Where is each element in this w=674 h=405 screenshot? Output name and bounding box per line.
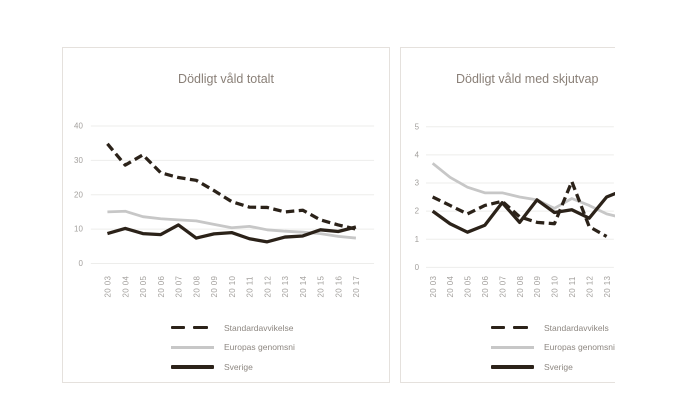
x-tick-label: 20 04 [446, 275, 455, 297]
x-tick-label: 20 06 [157, 275, 166, 297]
legend-line-marker [171, 364, 217, 369]
series-line-2 [106, 223, 357, 244]
x-tick-label: 20 13 [281, 275, 290, 297]
x-tick-label: 20 12 [585, 275, 594, 297]
legend-item: Standardavvikelse [171, 318, 295, 338]
legend-label: Europas genomsni [544, 342, 615, 353]
line-chart-firearms: 5 4 3 2 1 0 20 03 20 04 20 05 20 06 20 07 20 08 20 0… [415, 122, 615, 298]
chart-title-total: Dödligt våld totalt [178, 72, 274, 86]
x-tick-label: 20 10 [551, 275, 560, 297]
y-tick-label: 2 [415, 207, 420, 216]
series-dashed-0 [106, 142, 357, 231]
legend-line-marker [491, 345, 537, 349]
x-tick-label: 20 07 [175, 275, 184, 297]
series-dashed-0 [431, 179, 608, 238]
y-tick-label: 40 [74, 122, 83, 131]
legend-item: Standardavvikels [491, 318, 615, 338]
legend-label: Europas genomsni [224, 342, 295, 353]
legend-dashed-line-marker [491, 326, 537, 330]
y-tick-label: 5 [415, 122, 420, 131]
x-tick-label: 20 06 [481, 275, 490, 297]
y-tick-label: 1 [415, 235, 420, 244]
chart-panel-total: Dödligt våld totalt 40 30 20 10 0 20 03 20 04 2… [62, 47, 390, 383]
legend-line-marker [491, 364, 537, 369]
x-tick-label: 20 05 [464, 275, 473, 297]
legend-label: Standardavvikels [544, 322, 609, 333]
x-tick-label: 20 03 [429, 275, 438, 297]
x-tick-label: 20 17 [352, 275, 361, 297]
x-tick-label: 20 03 [104, 275, 113, 297]
legend-item: Sverige [491, 357, 615, 377]
x-tick-label: 20 07 [498, 275, 507, 297]
x-tick-label: 20 12 [263, 275, 272, 297]
x-tick-label: 20 11 [246, 276, 255, 297]
x-tick-label: 20 16 [334, 275, 343, 297]
y-tick-label: 10 [74, 225, 83, 234]
x-tick-label: 20 10 [228, 275, 237, 297]
y-tick-label: 0 [415, 263, 420, 272]
legend-total: Standardavvikelse Europas genomsni Sverige [171, 318, 295, 377]
legend-label: Sverige [544, 361, 573, 372]
y-tick-label: 3 [415, 179, 420, 188]
x-tick-label: 20 13 [603, 275, 612, 297]
legend-label: Standardavvikelse [224, 322, 294, 333]
series-line-2 [431, 191, 615, 234]
chart-panel-firearms: Dödligt våld med skjutvap 5 4 3 2 1 0 20 03 20 … [400, 47, 615, 383]
y-tick-label: 4 [415, 150, 420, 159]
x-tick-label: 20 09 [210, 275, 219, 297]
legend-item: Sverige [171, 357, 295, 377]
x-tick-label: 20 15 [317, 275, 326, 297]
legend-label: Sverige [224, 361, 253, 372]
legend-item: Europas genomsni [171, 338, 295, 358]
x-tick-label: 20 11 [568, 276, 577, 297]
line-chart-total: 40 30 20 10 0 20 03 20 04 20 05 20 06 20 07 20 08 2… [74, 122, 375, 297]
series-line-1 [431, 162, 615, 218]
y-tick-label: 0 [78, 259, 83, 268]
legend-line-marker [171, 345, 217, 349]
x-tick-label: 20 08 [516, 275, 525, 297]
x-tick-label: 20 05 [139, 275, 148, 297]
x-tick-label: 20 14 [299, 275, 308, 297]
x-tick-label: 20 09 [533, 275, 542, 297]
legend-item: Europas genomsni [491, 338, 615, 358]
y-tick-label: 20 [74, 190, 83, 199]
x-tick-label: 20 08 [192, 275, 201, 297]
chart-title-firearms: Dödligt våld med skjutvap [456, 72, 599, 86]
y-tick-label: 30 [74, 156, 83, 165]
legend-firearms: Standardavvikels Europas genomsni Sverige [491, 318, 615, 377]
x-tick-label: 20 04 [121, 275, 130, 297]
legend-dashed-line-marker [171, 326, 217, 330]
